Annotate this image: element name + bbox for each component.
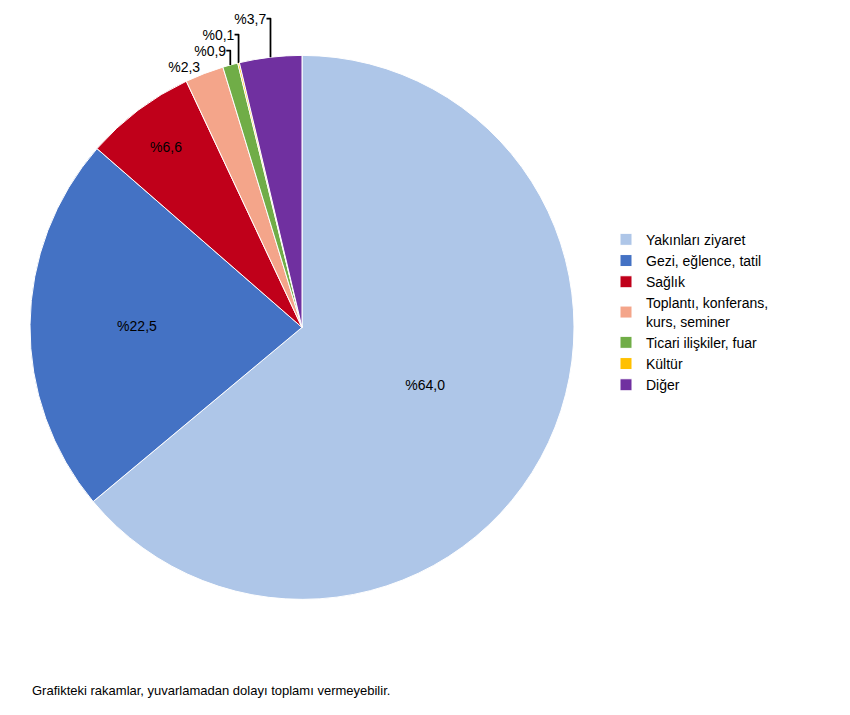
svg-text:Toplantı, konferans,kurs, semi: Toplantı, konferans,kurs, seminer bbox=[646, 295, 768, 329]
svg-text:%3,7: %3,7 bbox=[234, 11, 266, 27]
svg-text:%6,6: %6,6 bbox=[150, 139, 182, 155]
svg-text:%22,5: %22,5 bbox=[117, 318, 157, 334]
svg-text:Gezi, eğlence, tatil: Gezi, eğlence, tatil bbox=[646, 253, 761, 269]
svg-text:Grafikteki rakamlar, yuvarlama: Grafikteki rakamlar, yuvarlamadan dolayı… bbox=[32, 683, 390, 698]
svg-text:%0,9: %0,9 bbox=[194, 43, 226, 59]
svg-text:Diğer: Diğer bbox=[646, 377, 680, 393]
svg-text:%2,3: %2,3 bbox=[168, 59, 200, 75]
svg-text:Ticari ilişkiler, fuar: Ticari ilişkiler, fuar bbox=[646, 335, 757, 351]
svg-text:%64,0: %64,0 bbox=[405, 377, 445, 393]
svg-text:Yakınları ziyaret: Yakınları ziyaret bbox=[646, 232, 745, 248]
svg-text:Kültür: Kültür bbox=[646, 356, 683, 372]
svg-text:Sağlık: Sağlık bbox=[646, 274, 686, 290]
svg-text:%0,1: %0,1 bbox=[202, 27, 234, 43]
